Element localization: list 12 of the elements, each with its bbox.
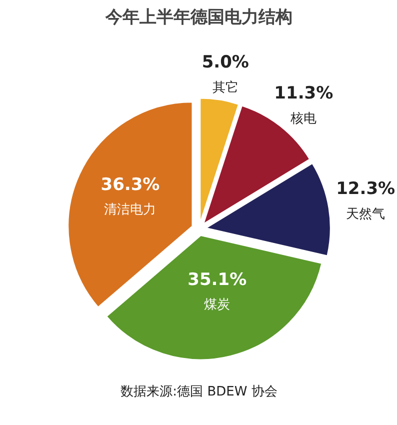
slice-label: 清洁电力 [104, 202, 156, 218]
data-label: 36.3% [100, 174, 160, 195]
slice-label: 天然气 [346, 206, 386, 222]
slice-label: 煤炭 [204, 298, 230, 313]
data-label: 11.3% [274, 84, 334, 104]
chart-title: 今年上半年德国电力结构 [104, 8, 292, 28]
data-label: 5.0% [202, 52, 249, 73]
source-note: 数据来源:德国 BDEW 协会 [120, 384, 278, 400]
slice-label: 核电 [290, 111, 317, 126]
data-label: 12.3% [336, 179, 396, 200]
data-label: 35.1% [188, 270, 247, 290]
slice-label: 其它 [212, 79, 238, 96]
